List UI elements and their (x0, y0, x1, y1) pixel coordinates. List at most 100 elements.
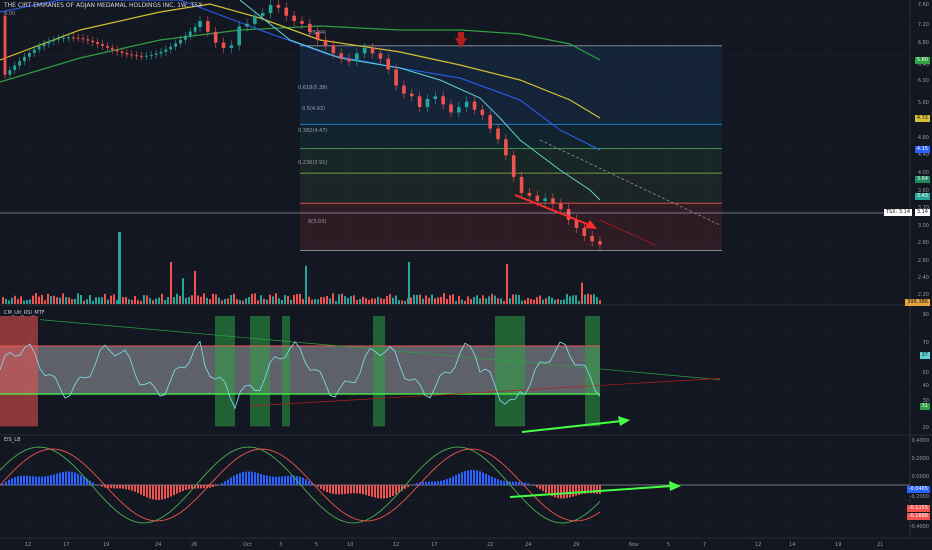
volume-bar (260, 295, 262, 304)
candle-body (144, 55, 148, 57)
volume-bar (251, 293, 253, 304)
current-price-badge: 3.14 (914, 209, 930, 216)
macd-hist-bar (131, 485, 133, 491)
macd-hist-bar (407, 485, 409, 488)
candle-body (449, 104, 453, 113)
macd-hist-bar (455, 475, 457, 485)
macd-hist-bar (212, 485, 214, 487)
badge-blue: 4.15 (914, 146, 930, 153)
volume-bar (470, 298, 472, 304)
volume-bar (290, 299, 292, 304)
volume-bar (134, 296, 136, 304)
macd-hist-bar (428, 481, 430, 485)
volume-bar (5, 299, 7, 304)
volume-bar (110, 295, 112, 304)
rsi-trend-green (39, 319, 721, 380)
macd-hist-bar (470, 470, 472, 485)
candle-body (164, 49, 168, 52)
macd-hist-bar (173, 485, 175, 496)
volume-bar (569, 296, 571, 304)
volume-bar (20, 296, 22, 304)
volume-bar (239, 299, 241, 304)
volume-bar (92, 300, 94, 304)
volume-bar (458, 295, 460, 304)
volume-bar (587, 293, 589, 304)
price-axis-label-13: 2.80 (917, 240, 929, 246)
macd-hist-bar (530, 484, 532, 485)
volume-bar (530, 298, 532, 304)
macd-hist-bar (599, 485, 601, 494)
macd-hist-bar (563, 485, 565, 499)
volume-bar (86, 299, 88, 304)
volume-bar (158, 297, 160, 304)
volume-bar (185, 297, 187, 304)
x-axis-label-8: 10 (347, 542, 354, 548)
macd-hist-bar (536, 485, 538, 488)
volume-bar (308, 296, 310, 304)
macd-hist-bar (374, 485, 376, 498)
macd-hist-bar (464, 471, 466, 485)
volume-bar (446, 299, 448, 304)
price-axis-label-15: 2.40 (917, 275, 929, 281)
volume-bar (149, 298, 151, 304)
price-axis-label-9: 4.00 (917, 170, 929, 176)
candle-body (582, 227, 587, 236)
volume-bar (182, 278, 184, 304)
volume-bar (326, 296, 328, 304)
volume-bar (311, 299, 313, 304)
candle-body (308, 23, 312, 32)
macd-hist-bar (50, 475, 52, 485)
volume-bar (548, 296, 550, 304)
macd-hist-bar (317, 485, 319, 487)
macd-hist-bar (353, 485, 355, 494)
macd-hist-bar (269, 476, 271, 485)
macd-hist-bar (482, 472, 484, 485)
candle-body (105, 45, 109, 48)
volume-bar (272, 296, 274, 304)
macd-hist-bar (107, 485, 109, 488)
volume-bar (437, 297, 439, 304)
macd-hist-bar (38, 476, 40, 485)
macd-hist-bar (101, 485, 103, 487)
volume-bar (590, 294, 592, 304)
macd-hist-bar (425, 481, 427, 485)
x-axis-label-4: 26 (191, 542, 198, 548)
volume-bar (179, 295, 181, 304)
macd-hist-bar (158, 485, 160, 500)
macd-hist-bar (518, 481, 520, 485)
rsi-green-arrow-head (618, 416, 630, 426)
volume-bar (293, 294, 295, 304)
volume-bar (557, 299, 559, 304)
macd-hist-bar (248, 471, 250, 485)
rsi-badge-green: 31 (919, 403, 930, 410)
macd-axis-label-3: -0.2000 (909, 494, 929, 500)
volume-bar (581, 282, 583, 304)
macd-green-arrow-head (669, 481, 681, 491)
macd-hist-bar (17, 476, 19, 485)
fib-label-0236: 0.236(3.91) (298, 160, 328, 166)
crosshair-label: TSX: 3.14 (883, 209, 912, 216)
macd-hist-bar (116, 485, 118, 489)
volume-bar (527, 297, 529, 304)
macd-hist-bar (122, 485, 124, 489)
candle-body (3, 15, 7, 75)
volume-bar (389, 294, 391, 304)
volume-bar (74, 298, 76, 304)
candle-body (300, 21, 304, 24)
macd-hist-bar (569, 485, 571, 498)
macd-green-arrow-shaft (509, 485, 673, 498)
macd-hist-bar (461, 472, 463, 485)
volume-bar (521, 300, 523, 304)
macd-hist-bar (578, 485, 580, 495)
macd-hist-bar (281, 476, 283, 485)
macd-hist-bar (311, 482, 313, 485)
candle-body (519, 176, 524, 193)
candle-body (598, 241, 602, 245)
macd-hist-bar (254, 472, 256, 485)
volume-bar (491, 293, 493, 304)
macd-hist-bar (554, 485, 556, 498)
volume-bar (122, 297, 124, 304)
macd-hist-bar (47, 475, 49, 485)
price-axis-label-3: 6.40 (917, 62, 929, 68)
